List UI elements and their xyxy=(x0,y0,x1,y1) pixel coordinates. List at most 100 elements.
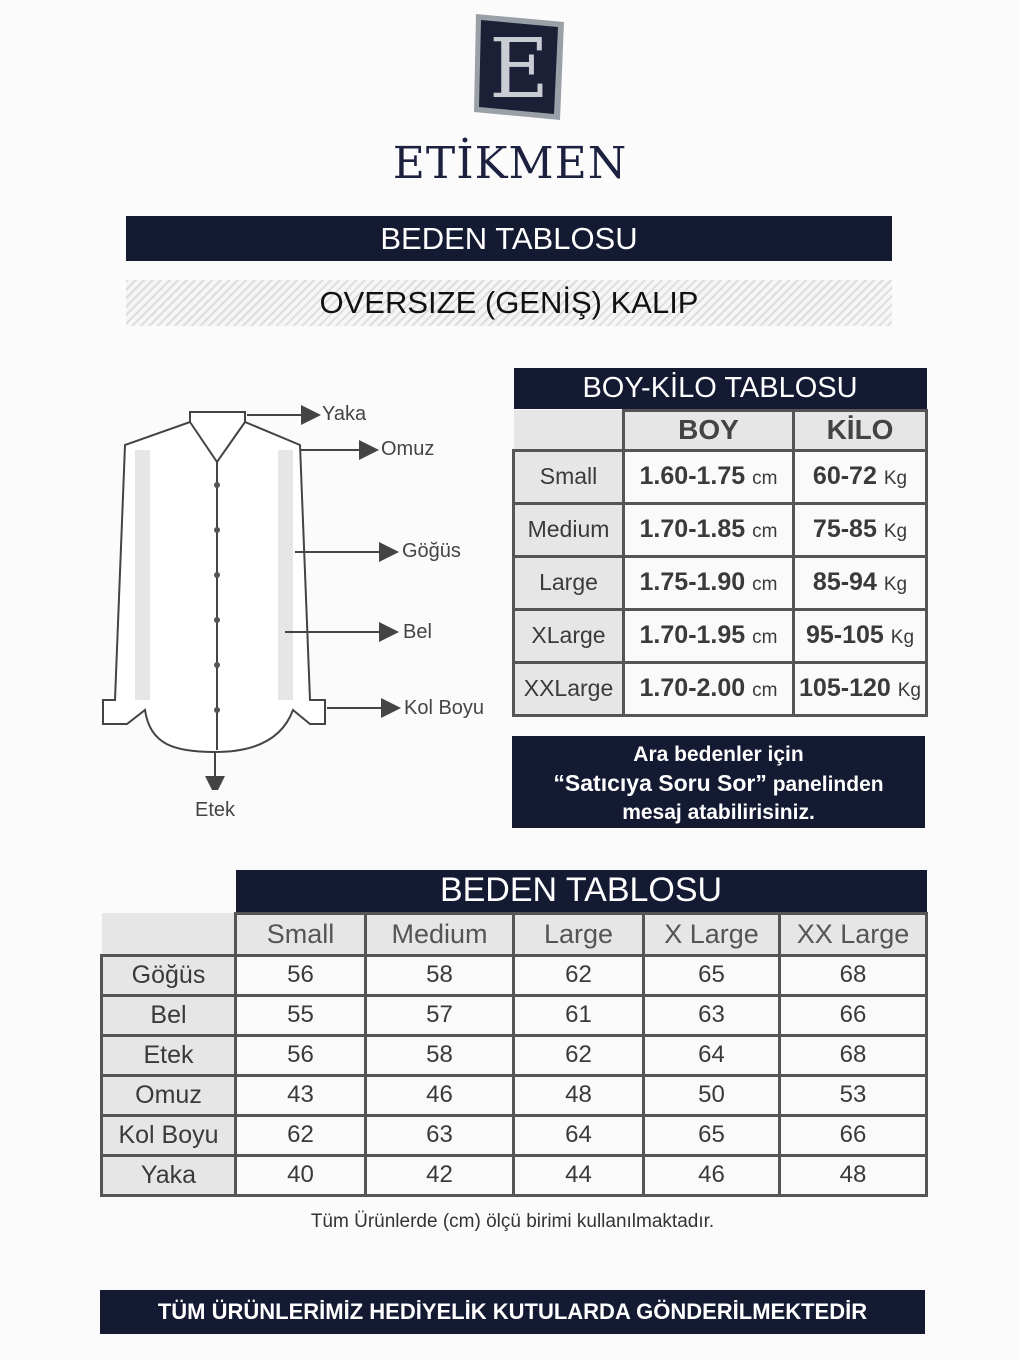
kilo-value: 105-120 xyxy=(799,674,891,702)
label-kol-boyu: Kol Boyu xyxy=(404,697,485,719)
measure-value: 64 xyxy=(642,1033,781,1077)
note-line1: Ara bedenler için xyxy=(633,743,804,766)
beden-table: BEDEN TABLOSU Small Medium Large X Large… xyxy=(100,870,929,1197)
svg-text:E: E xyxy=(489,22,549,117)
measure-value: 58 xyxy=(364,953,515,997)
table-row: Bel 55 57 61 63 66 xyxy=(100,993,929,1037)
boy-unit: cm xyxy=(752,574,778,595)
boy-value: 1.70-1.85 xyxy=(639,515,746,543)
label-yaka: Yaka xyxy=(322,403,367,425)
kilo-cell: 85-94 Kg xyxy=(791,554,929,611)
kilo-unit: Kg xyxy=(883,468,908,489)
boy-unit: cm xyxy=(752,680,778,701)
measure-label: Kol Boyu xyxy=(100,1113,237,1157)
label-etek: Etek xyxy=(195,799,236,821)
table-row: Small 1.60-1.75 cm 60-72 Kg xyxy=(512,448,929,505)
kilo-value: 75-85 xyxy=(812,515,877,543)
measure-value: 46 xyxy=(642,1153,781,1197)
measure-value: 65 xyxy=(642,953,781,997)
boy-cell: 1.60-1.75 cm xyxy=(622,448,795,505)
size-label: Medium xyxy=(512,501,625,558)
kilo-value: 60-72 xyxy=(812,462,877,490)
measure-value: 65 xyxy=(642,1113,781,1157)
note-box: Ara bedenler için “Satıcıya Soru Sor” pa… xyxy=(512,736,925,828)
measure-value: 57 xyxy=(364,993,515,1037)
label-gogus: Göğüs xyxy=(402,540,461,562)
measure-value: 56 xyxy=(234,1033,367,1077)
boy-cell: 1.70-1.95 cm xyxy=(622,607,795,664)
measure-value: 46 xyxy=(364,1073,515,1117)
boy-value: 1.70-2.00 xyxy=(639,674,746,702)
measure-label: Bel xyxy=(100,993,237,1037)
note-link-text: “Satıcıya Soru Sor” xyxy=(553,770,767,796)
boy-unit: cm xyxy=(752,627,778,648)
measure-value: 62 xyxy=(512,953,645,997)
measure-value: 40 xyxy=(234,1153,367,1197)
boy-unit: cm xyxy=(752,468,778,489)
boy-value: 1.60-1.75 xyxy=(639,462,746,490)
table-row: XLarge 1.70-1.95 cm 95-105 Kg xyxy=(512,607,929,664)
kilo-cell: 95-105 Kg xyxy=(791,607,929,664)
beden-title: BEDEN TABLOSU xyxy=(235,870,927,913)
measure-value: 62 xyxy=(512,1033,645,1077)
boy-cell: 1.75-1.90 cm xyxy=(622,554,795,611)
kilo-unit: Kg xyxy=(897,680,921,701)
measure-value: 66 xyxy=(777,993,929,1037)
brand-name: ETİKMEN xyxy=(392,138,628,189)
label-omuz: Omuz xyxy=(381,438,435,460)
size-label: Large xyxy=(512,554,625,611)
kilo-value: 85-94 xyxy=(812,568,877,596)
boy-cell: 1.70-2.00 cm xyxy=(622,660,795,717)
footnote: Tüm Ürünlerde (cm) ölçü birimi kullanılm… xyxy=(310,1210,715,1232)
measure-value: 56 xyxy=(234,953,367,997)
measure-value: 48 xyxy=(777,1153,929,1197)
measure-label: Omuz xyxy=(100,1073,237,1117)
table-row: Omuz 43 46 48 50 53 xyxy=(100,1073,929,1117)
header-kilo: KİLO xyxy=(791,408,929,452)
boy-kilo-table: BOY-KİLO TABLOSU BOY KİLO Small 1.60-1.75… xyxy=(512,368,929,717)
measure-value: 68 xyxy=(777,1033,929,1077)
table-row: XXLarge 1.70-2.00 cm 105-120 Kg xyxy=(512,660,929,717)
measure-value: 55 xyxy=(234,993,367,1037)
measure-label: Etek xyxy=(100,1033,237,1077)
table-row: Kol Boyu 62 63 64 65 66 xyxy=(100,1113,929,1157)
fit-subtitle: OVERSIZE (GENİŞ) KALIP xyxy=(126,280,892,326)
size-label: Small xyxy=(512,448,625,505)
page-title: BEDEN TABLOSU xyxy=(126,216,892,261)
kilo-cell: 60-72 Kg xyxy=(791,448,929,505)
kilo-unit: Kg xyxy=(883,521,908,542)
kilo-unit: Kg xyxy=(883,574,908,595)
table-row: Large 1.75-1.90 cm 85-94 Kg xyxy=(512,554,929,611)
gift-banner: TÜM ÜRÜNLERİMİZ HEDİYELİK KUTULARDA GÖND… xyxy=(100,1290,925,1334)
measure-value: 61 xyxy=(512,993,645,1037)
header-size: X Large xyxy=(642,911,781,957)
size-label: XLarge xyxy=(512,607,625,664)
note-line2: panelinden xyxy=(766,773,884,796)
header-boy: BOY xyxy=(622,408,795,452)
size-label: XXLarge xyxy=(512,660,625,717)
boy-unit: cm xyxy=(752,521,778,542)
table-row: Medium 1.70-1.85 cm 75-85 Kg xyxy=(512,501,929,558)
kilo-value: 95-105 xyxy=(805,621,884,649)
header-size: Medium xyxy=(364,911,515,957)
measure-label: Yaka xyxy=(100,1153,237,1197)
measure-value: 53 xyxy=(777,1073,929,1117)
measure-value: 44 xyxy=(512,1153,645,1197)
measure-value: 42 xyxy=(364,1153,515,1197)
measure-value: 62 xyxy=(234,1113,367,1157)
measure-value: 63 xyxy=(642,993,781,1037)
header-size: Small xyxy=(234,911,367,957)
header-size: Large xyxy=(512,911,645,957)
boy-kilo-title: BOY-KİLO TABLOSU xyxy=(513,368,927,410)
boy-value: 1.75-1.90 xyxy=(639,568,746,596)
header-size: XX Large xyxy=(777,911,929,957)
measure-value: 68 xyxy=(777,953,929,997)
boy-cell: 1.70-1.85 cm xyxy=(622,501,795,558)
measure-value: 58 xyxy=(364,1033,515,1077)
kilo-cell: 105-120 Kg xyxy=(791,660,929,717)
note-line3: mesaj atabilirisiniz. xyxy=(622,801,815,824)
table-row: Göğüs 56 58 62 65 68 xyxy=(100,953,929,997)
measure-value: 50 xyxy=(642,1073,781,1117)
measure-label: Göğüs xyxy=(100,953,237,997)
measure-value: 43 xyxy=(234,1073,367,1117)
